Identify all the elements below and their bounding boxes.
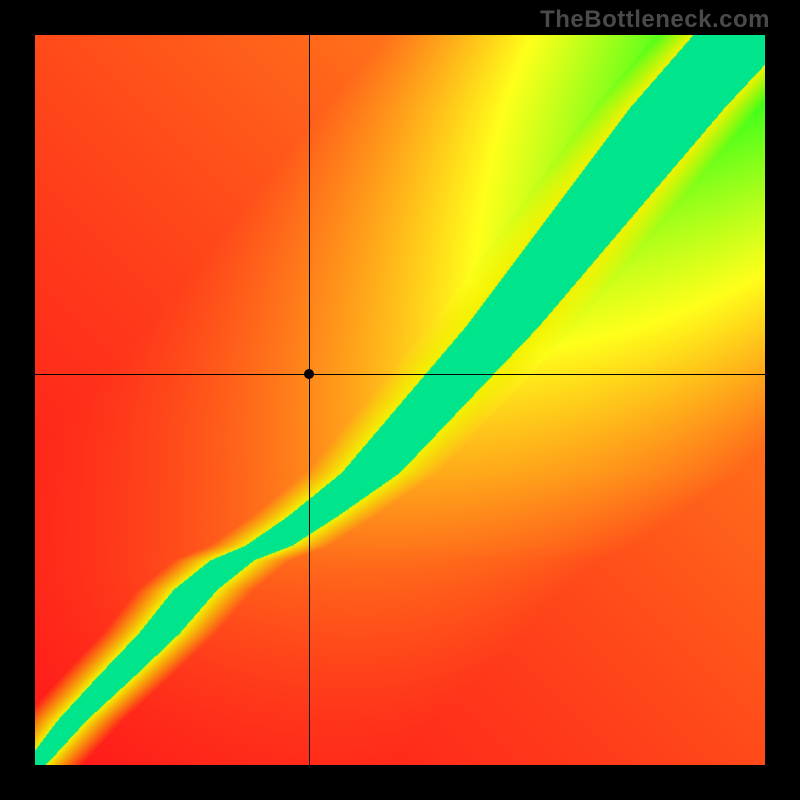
- watermark-text: TheBottleneck.com: [540, 6, 770, 34]
- crosshair-marker: [304, 369, 314, 379]
- heatmap-plot: [35, 35, 765, 765]
- crosshair-vertical: [309, 35, 310, 765]
- crosshair-horizontal: [35, 374, 765, 375]
- heatmap-canvas: [35, 35, 765, 765]
